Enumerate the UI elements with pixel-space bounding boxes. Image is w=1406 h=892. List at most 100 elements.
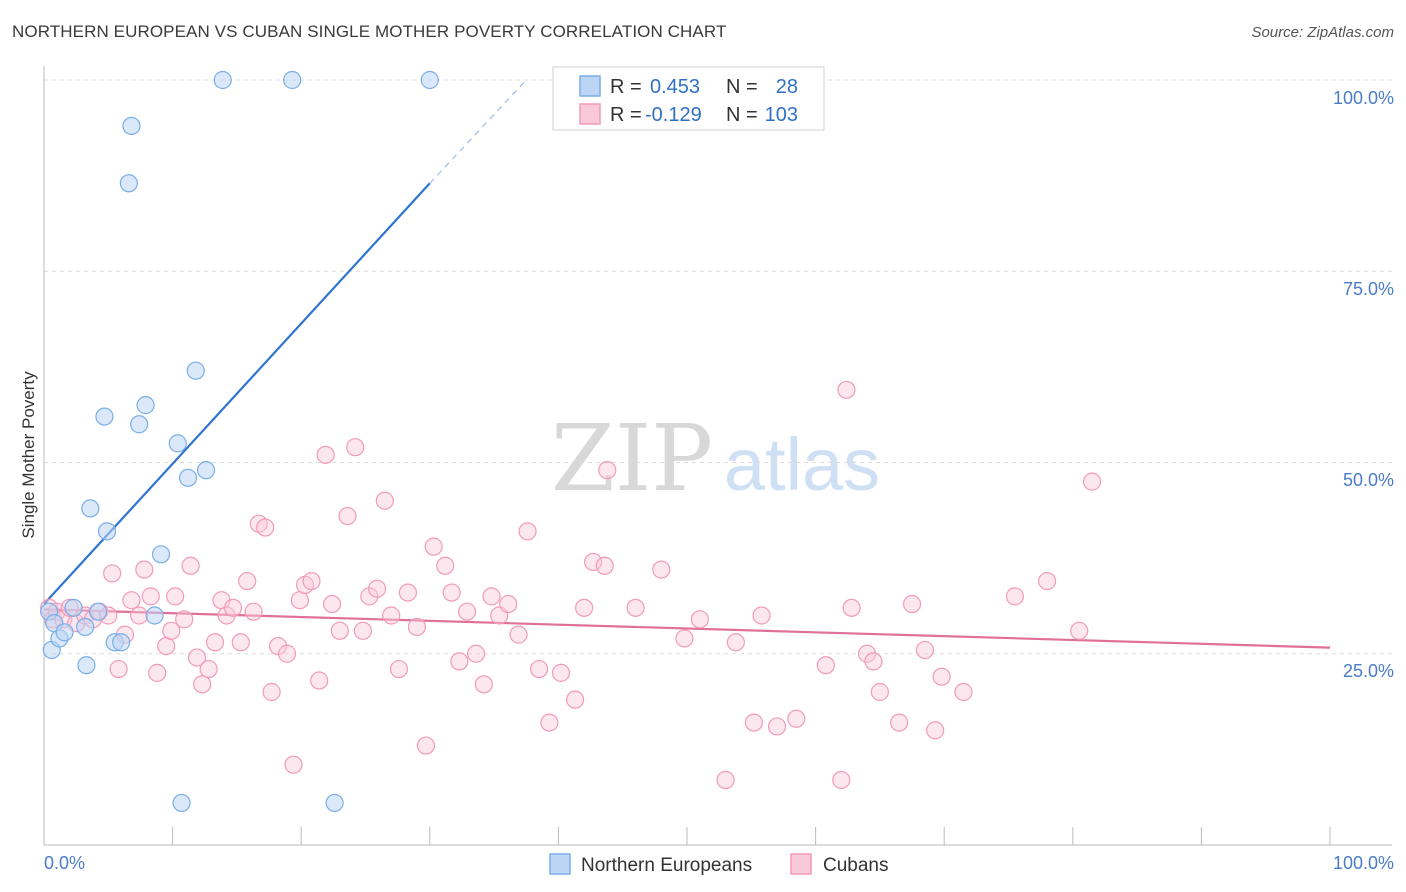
point-cubans-49	[360, 587, 379, 606]
point-cubans-101	[1037, 571, 1057, 591]
point-cubans-48	[353, 621, 373, 640]
point-cubans-45	[330, 621, 349, 640]
point-northern-13	[112, 633, 131, 652]
point-northern-17	[136, 396, 155, 415]
point-northern-23	[186, 361, 205, 380]
y-tick-label-75: 75.0%	[1343, 279, 1394, 299]
point-northern-18	[145, 606, 164, 625]
legend-r-value-northern: 0.453	[650, 76, 700, 98]
series-legend-label-northern: Northern Europeans	[581, 855, 752, 876]
point-cubans-30	[231, 633, 250, 652]
point-cubans-78	[652, 560, 671, 579]
point-cubans-15	[135, 560, 154, 579]
trendline-northern	[43, 182, 431, 605]
point-cubans-75	[595, 556, 614, 575]
legend-n-label-cubans: N =	[726, 104, 758, 126]
watermark-atlas: atlas	[724, 423, 880, 506]
point-cubans-26	[205, 633, 225, 652]
point-cubans-52	[382, 606, 401, 625]
point-cubans-32	[244, 602, 263, 621]
point-northern-25	[213, 70, 232, 90]
point-cubans-29	[223, 598, 243, 617]
point-cubans-18	[157, 636, 176, 656]
point-cubans-39	[290, 591, 310, 610]
legend-r-value-cubans: -0.129	[645, 104, 702, 126]
chart-title: NORTHERN EUROPEAN VS CUBAN SINGLE MOTHER…	[12, 22, 727, 41]
point-cubans-60	[450, 652, 469, 671]
point-cubans-42	[310, 671, 329, 690]
point-cubans-31	[238, 571, 257, 591]
point-cubans-77	[626, 598, 645, 617]
point-cubans-69	[530, 659, 549, 679]
point-northern-6	[76, 617, 95, 637]
point-cubans-13	[122, 591, 141, 610]
point-northern-8	[81, 499, 100, 518]
y-axis-label: Single Mother Poverty	[19, 371, 38, 539]
point-cubans-41	[302, 571, 321, 591]
point-cubans-14	[130, 606, 149, 625]
point-cubans-34	[256, 518, 275, 537]
trendline-cubans	[43, 608, 1331, 649]
point-cubans-94	[890, 713, 909, 732]
point-cubans-97	[926, 721, 945, 740]
point-cubans-47	[346, 438, 365, 457]
point-cubans-76	[598, 461, 617, 480]
point-cubans-74	[584, 552, 603, 572]
point-cubans-37	[277, 644, 297, 663]
gridlines	[44, 79, 1392, 655]
point-northern-15	[122, 116, 141, 136]
point-cubans-81	[716, 770, 735, 790]
point-cubans-23	[187, 648, 207, 667]
point-cubans-99	[954, 682, 973, 702]
legend-n-value-cubans: 103	[765, 104, 798, 126]
point-cubans-35	[262, 682, 281, 702]
y-tick-label-25: 25.0%	[1343, 661, 1394, 681]
point-cubans-57	[424, 537, 443, 556]
point-cubans-19	[162, 621, 181, 640]
point-northern-5	[64, 598, 83, 617]
point-cubans-17	[148, 663, 167, 682]
point-cubans-53	[389, 659, 409, 679]
point-cubans-51	[375, 491, 394, 510]
point-northern-10	[95, 407, 114, 426]
point-cubans-96	[915, 640, 935, 660]
point-northern-28	[420, 70, 439, 90]
point-cubans-83	[744, 713, 763, 732]
point-northern-27	[325, 793, 344, 813]
legend-n-label-northern: N =	[726, 76, 758, 98]
point-cubans-73	[575, 598, 594, 617]
point-cubans-68	[518, 522, 537, 541]
point-cubans-43	[316, 445, 335, 464]
point-cubans-79	[675, 629, 694, 648]
point-northern-20	[168, 434, 187, 453]
point-northern-4	[55, 623, 74, 642]
point-northern-21	[172, 793, 191, 813]
point-cubans-87	[816, 656, 835, 675]
point-cubans-70	[540, 713, 559, 732]
point-cubans-103	[1082, 472, 1102, 491]
point-cubans-89	[837, 380, 856, 399]
point-cubans-61	[457, 602, 477, 621]
x-tick-label-max: 100.0%	[1333, 853, 1394, 873]
point-northern-16	[130, 415, 149, 434]
point-cubans-20	[166, 587, 185, 606]
trendlines	[43, 79, 1331, 649]
point-northern-11	[97, 522, 117, 541]
trendline-northern-extension	[429, 79, 527, 184]
point-cubans-22	[181, 556, 200, 575]
point-cubans-92	[864, 652, 883, 671]
point-cubans-98	[932, 667, 951, 686]
point-cubans-84	[752, 606, 771, 625]
point-cubans-64	[482, 587, 501, 606]
series-legend: Northern Europeans Cubans	[549, 853, 889, 876]
watermark-zip: ZIP	[551, 405, 713, 512]
point-cubans-50	[367, 579, 387, 598]
point-cubans-58	[436, 556, 455, 575]
series-legend-label-cubans: Cubans	[823, 855, 889, 876]
point-northern-24	[196, 461, 216, 480]
legend-n-value-northern: 28	[776, 76, 798, 98]
point-cubans-67	[509, 625, 528, 644]
legend-swatch-cubans	[579, 103, 601, 125]
point-northern-19	[151, 545, 171, 564]
y-tick-label-100: 100.0%	[1333, 88, 1394, 108]
